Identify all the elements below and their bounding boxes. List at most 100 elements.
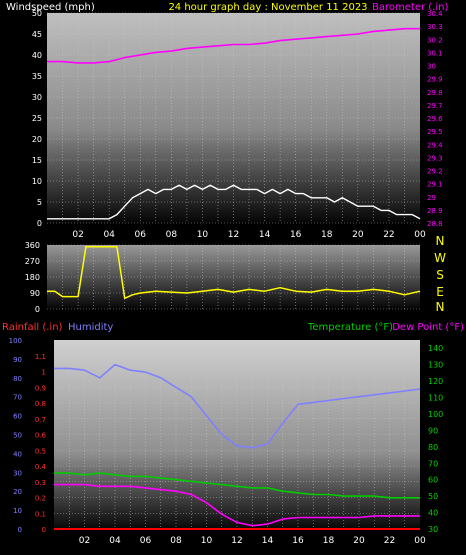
barometer-tick-label: 30.2 <box>427 36 443 44</box>
humidity-tick-label: 60 <box>13 413 22 421</box>
windspeed-tick-label: 15 <box>32 156 42 165</box>
windspeed-tick-label: 20 <box>32 135 42 144</box>
humidity-tick-label: 10 <box>13 507 22 515</box>
rainfall-tick-label: 0.2 <box>35 495 46 503</box>
humidity-tick-label: 100 <box>9 337 22 345</box>
humidity-tick-label: 0 <box>18 526 22 534</box>
windspeed-tick-label: 30 <box>32 93 42 102</box>
windspeed-series-line <box>47 184 421 220</box>
compass-label: W <box>434 251 446 265</box>
x-tick-label: 14 <box>262 536 274 546</box>
humidity-tick-label: 70 <box>13 394 22 402</box>
temperature-tick-label: 70 <box>428 459 438 468</box>
barometer-tick-label: 29.9 <box>427 76 443 84</box>
temperature-tick-label: 80 <box>428 443 438 452</box>
x-tick-label: 12 <box>228 230 239 240</box>
x-tick-label: 02 <box>79 536 90 546</box>
windspeed-tick-label: 35 <box>32 72 42 81</box>
graph-date-title: 24 hour graph day : November 11 2023 <box>168 2 367 13</box>
rainfall-tick-label: 0.9 <box>35 384 46 392</box>
windspeed-tick-label: 50 <box>32 9 42 18</box>
temperature-tick-label: 140 <box>428 344 443 353</box>
windspeed-tick-label: 40 <box>32 51 42 60</box>
temperature-tick-label: 90 <box>428 426 438 435</box>
x-tick-label: 10 <box>201 536 213 546</box>
x-tick-label: 12 <box>231 536 242 546</box>
temperature-tick-label: 110 <box>428 394 443 403</box>
dewpoint-axis-title: Dew Point (°F) <box>392 322 464 333</box>
humidity-axis-title: Humidity <box>68 322 113 333</box>
x-tick-label: 14 <box>259 230 271 240</box>
x-tick-label: 06 <box>135 230 147 240</box>
barometer-tick-label: 30 <box>427 63 436 71</box>
x-tick-label: 06 <box>140 536 152 546</box>
humidity-tick-label: 50 <box>13 432 22 440</box>
compass-label: S <box>436 268 444 282</box>
temperature-tick-label: 60 <box>428 476 438 485</box>
windspeed-tick-label: 5 <box>37 198 42 207</box>
humidity-tick-label: 30 <box>13 469 22 477</box>
x-tick-label: 08 <box>170 536 182 546</box>
x-tick-label: 22 <box>384 536 395 546</box>
barometer-tick-label: 29 <box>427 194 436 202</box>
barometer-tick-label: 29.2 <box>427 168 443 176</box>
rainfall-axis-title: Rainfall (.in) <box>2 322 63 333</box>
x-tick-label: 20 <box>353 536 365 546</box>
barometer-tick-label: 30.4 <box>427 10 443 18</box>
x-tick-label: 18 <box>321 230 333 240</box>
barometer-tick-label: 29.1 <box>427 181 443 189</box>
rainfall-tick-label: 0.7 <box>35 416 46 424</box>
x-tick-label: 08 <box>166 230 178 240</box>
barometer-series-line <box>47 27 420 64</box>
temperature-tick-label: 40 <box>428 509 438 518</box>
rainfall-tick-label: 0.1 <box>35 510 46 518</box>
temperature-series-line <box>54 472 420 499</box>
rainfall-tick-label: 0.3 <box>35 479 46 487</box>
x-tick-label: 20 <box>352 230 364 240</box>
rainfall-tick-label: 1 <box>42 369 46 377</box>
rainfall-tick-label: 0.8 <box>35 400 46 408</box>
x-tick-label: 02 <box>72 230 83 240</box>
temperature-tick-label: 50 <box>428 492 438 501</box>
rainfall-tick-label: 0.6 <box>35 432 47 440</box>
x-tick-label: 00 <box>414 536 426 546</box>
x-tick-label: 16 <box>290 230 302 240</box>
windspeed-tick-label: 10 <box>32 177 42 186</box>
x-tick-label: 18 <box>323 536 335 546</box>
humidity-series-line <box>54 363 421 449</box>
humidity-tick-label: 80 <box>13 375 22 383</box>
barometer-tick-label: 28.9 <box>427 207 443 215</box>
temperature-tick-label: 120 <box>428 377 443 386</box>
humidity-tick-label: 40 <box>13 450 22 458</box>
direction-tick-label: 360 <box>25 241 40 250</box>
rainfall-tick-label: 0 <box>42 526 46 534</box>
dewpoint-series-line <box>54 483 420 527</box>
temperature-axis-title: Temperature (°F) <box>307 322 393 333</box>
x-tick-label: 04 <box>109 536 121 546</box>
rainfall-tick-label: 0.5 <box>35 447 46 455</box>
x-tick-label: 22 <box>383 230 394 240</box>
x-tick-label: 10 <box>197 230 209 240</box>
barometer-tick-label: 29.4 <box>427 141 443 149</box>
windspeed-tick-label: 0 <box>37 219 42 228</box>
barometer-tick-label: 28.8 <box>427 220 443 228</box>
compass-label: N <box>436 234 445 248</box>
barometer-tick-label: 30.3 <box>427 23 443 31</box>
humidity-tick-label: 20 <box>13 488 22 496</box>
temperature-tick-label: 30 <box>428 525 438 534</box>
direction-tick-label: 0 <box>35 305 40 314</box>
temperature-tick-label: 130 <box>428 361 443 370</box>
compass-label: N <box>436 300 445 314</box>
direction-tick-label: 270 <box>25 257 40 266</box>
barometer-tick-label: 30.1 <box>427 49 443 57</box>
barometer-tick-label: 29.7 <box>427 102 443 110</box>
x-tick-label: 04 <box>103 230 115 240</box>
wind-direction-series-line <box>47 246 421 300</box>
temperature-tick-label: 100 <box>428 410 443 419</box>
direction-tick-label: 90 <box>30 289 40 298</box>
compass-label: E <box>436 285 444 299</box>
windspeed-tick-label: 45 <box>32 30 42 39</box>
x-tick-label: 00 <box>414 230 426 240</box>
